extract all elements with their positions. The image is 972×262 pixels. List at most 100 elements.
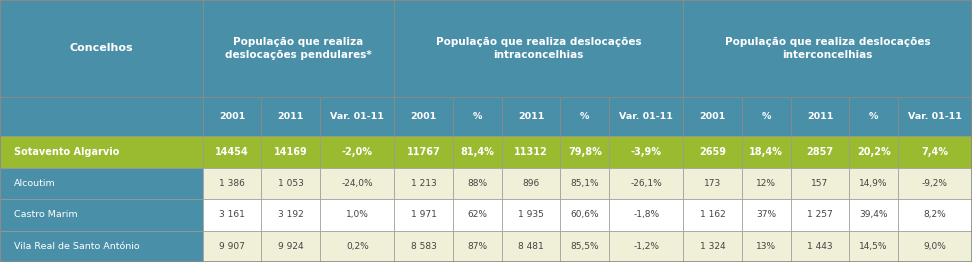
Bar bbox=[453, 199, 502, 231]
Text: 12%: 12% bbox=[756, 179, 777, 188]
Text: 1 324: 1 324 bbox=[700, 242, 725, 251]
Bar bbox=[609, 168, 683, 199]
Bar bbox=[203, 97, 261, 136]
Bar bbox=[742, 199, 790, 231]
Text: 1 935: 1 935 bbox=[518, 210, 544, 219]
Text: População que realiza
deslocações pendulares*: População que realiza deslocações pendul… bbox=[226, 37, 372, 60]
Text: Vila Real de Santo António: Vila Real de Santo António bbox=[14, 242, 139, 251]
Text: 2001: 2001 bbox=[410, 112, 436, 121]
Bar bbox=[321, 231, 395, 262]
Bar bbox=[683, 136, 742, 168]
Bar bbox=[790, 97, 850, 136]
Bar bbox=[790, 168, 850, 199]
Text: 13%: 13% bbox=[756, 242, 777, 251]
Bar bbox=[561, 199, 609, 231]
Text: 62%: 62% bbox=[468, 210, 487, 219]
Text: %: % bbox=[472, 112, 482, 121]
Bar bbox=[502, 168, 561, 199]
Text: 79,8%: 79,8% bbox=[568, 147, 602, 157]
Text: 2011: 2011 bbox=[278, 112, 304, 121]
Text: 3 161: 3 161 bbox=[219, 210, 245, 219]
Bar bbox=[395, 231, 453, 262]
Bar bbox=[502, 97, 561, 136]
Bar bbox=[0, 168, 203, 199]
Bar bbox=[203, 168, 261, 199]
Text: 60,6%: 60,6% bbox=[571, 210, 599, 219]
Text: 3 192: 3 192 bbox=[278, 210, 304, 219]
Bar bbox=[683, 168, 742, 199]
Text: 9 924: 9 924 bbox=[278, 242, 303, 251]
Text: -26,1%: -26,1% bbox=[630, 179, 662, 188]
Bar bbox=[261, 199, 321, 231]
Text: Concelhos: Concelhos bbox=[70, 43, 133, 53]
Text: 11312: 11312 bbox=[514, 147, 548, 157]
Bar bbox=[261, 97, 321, 136]
Bar bbox=[453, 136, 502, 168]
Text: 1 213: 1 213 bbox=[411, 179, 436, 188]
Text: 37%: 37% bbox=[756, 210, 777, 219]
Bar bbox=[609, 136, 683, 168]
Text: 1 053: 1 053 bbox=[278, 179, 304, 188]
Bar bbox=[0, 136, 203, 168]
Bar bbox=[742, 136, 790, 168]
Text: 2857: 2857 bbox=[807, 147, 834, 157]
Text: -3,9%: -3,9% bbox=[631, 147, 662, 157]
Bar bbox=[850, 199, 898, 231]
Text: 2001: 2001 bbox=[219, 112, 245, 121]
Bar bbox=[850, 97, 898, 136]
Text: 20,2%: 20,2% bbox=[856, 147, 890, 157]
Bar bbox=[850, 168, 898, 199]
Text: 9,0%: 9,0% bbox=[923, 242, 947, 251]
Text: População que realiza deslocações
interconcelhias: População que realiza deslocações interc… bbox=[725, 37, 930, 60]
Bar bbox=[321, 199, 395, 231]
Text: 39,4%: 39,4% bbox=[859, 210, 888, 219]
Bar bbox=[609, 97, 683, 136]
Bar bbox=[453, 231, 502, 262]
Bar bbox=[395, 199, 453, 231]
Text: -1,8%: -1,8% bbox=[633, 210, 659, 219]
Bar bbox=[742, 168, 790, 199]
Text: 896: 896 bbox=[523, 179, 539, 188]
Bar bbox=[203, 231, 261, 262]
Text: 0,2%: 0,2% bbox=[346, 242, 368, 251]
Bar bbox=[790, 199, 850, 231]
Bar bbox=[453, 97, 502, 136]
Bar bbox=[321, 168, 395, 199]
Bar bbox=[683, 231, 742, 262]
Text: -24,0%: -24,0% bbox=[341, 179, 373, 188]
Text: 85,5%: 85,5% bbox=[571, 242, 599, 251]
Bar bbox=[683, 97, 742, 136]
Bar bbox=[395, 97, 453, 136]
Bar bbox=[790, 136, 850, 168]
Text: -1,2%: -1,2% bbox=[633, 242, 659, 251]
Text: %: % bbox=[869, 112, 879, 121]
Bar bbox=[609, 231, 683, 262]
Text: 14,9%: 14,9% bbox=[859, 179, 888, 188]
Text: 1 257: 1 257 bbox=[807, 210, 833, 219]
Text: 1 386: 1 386 bbox=[219, 179, 245, 188]
Bar bbox=[683, 199, 742, 231]
Bar bbox=[261, 168, 321, 199]
Text: 11767: 11767 bbox=[407, 147, 440, 157]
Bar bbox=[261, 136, 321, 168]
Text: Sotavento Algarvio: Sotavento Algarvio bbox=[14, 147, 119, 157]
Text: População que realiza deslocações
intraconcelhias: População que realiza deslocações intrac… bbox=[435, 37, 642, 60]
Text: 8 583: 8 583 bbox=[411, 242, 436, 251]
Text: -9,2%: -9,2% bbox=[922, 179, 948, 188]
Bar bbox=[395, 0, 683, 97]
Text: 1,0%: 1,0% bbox=[346, 210, 368, 219]
Bar bbox=[203, 0, 395, 97]
Bar bbox=[0, 0, 203, 97]
Text: 2011: 2011 bbox=[807, 112, 833, 121]
Text: 87%: 87% bbox=[468, 242, 487, 251]
Bar bbox=[502, 136, 561, 168]
Text: Var. 01-11: Var. 01-11 bbox=[330, 112, 384, 121]
Text: 157: 157 bbox=[812, 179, 828, 188]
Bar bbox=[898, 136, 972, 168]
Text: 8 481: 8 481 bbox=[518, 242, 544, 251]
Text: Var. 01-11: Var. 01-11 bbox=[619, 112, 673, 121]
Bar bbox=[561, 136, 609, 168]
Bar bbox=[790, 231, 850, 262]
Bar bbox=[898, 168, 972, 199]
Bar bbox=[395, 168, 453, 199]
